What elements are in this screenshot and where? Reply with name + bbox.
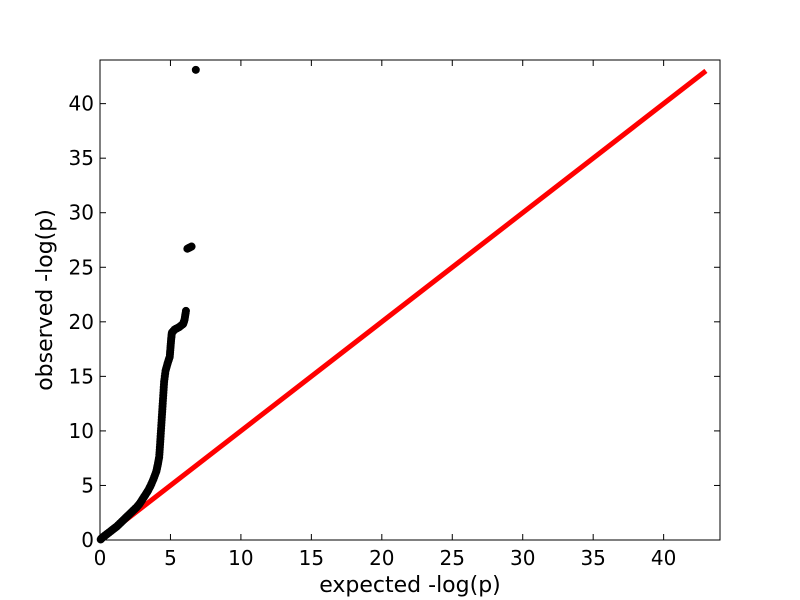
x-tick-label: 30 <box>510 546 535 570</box>
y-tick-label: 0 <box>81 528 94 552</box>
y-tick-label: 40 <box>69 92 94 116</box>
y-tick-label: 35 <box>69 146 94 170</box>
axis-ticks: 0 5 10 15 20 25 30 35 40 0 5 10 15 20 25 30 35 40 <box>69 60 720 570</box>
reference-line <box>98 68 708 542</box>
x-tick-label: 15 <box>299 546 324 570</box>
x-tick-label: 35 <box>580 546 605 570</box>
y-tick-label: 30 <box>69 201 94 225</box>
x-axis-label: expected -log(p) <box>319 573 501 598</box>
x-tick-label: 20 <box>369 546 394 570</box>
x-tick-label: 10 <box>228 546 253 570</box>
x-tick-label: 0 <box>94 546 107 570</box>
x-tick-label: 5 <box>164 546 177 570</box>
data-point <box>191 65 200 74</box>
y-tick-label: 10 <box>69 419 94 443</box>
plot-frame <box>99 59 721 541</box>
data-point <box>187 242 196 251</box>
y-axis-label: observed -log(p) <box>33 209 58 391</box>
y-tick-label: 25 <box>69 255 94 279</box>
reference-line-layer <box>98 68 708 542</box>
y-tick-label: 20 <box>69 310 94 334</box>
x-tick-label: 40 <box>651 546 676 570</box>
x-tick-label: 25 <box>440 546 465 570</box>
points-layer <box>96 65 200 544</box>
y-tick-label: 15 <box>69 364 94 388</box>
data-point <box>181 306 190 315</box>
y-tick-label: 5 <box>81 473 94 497</box>
